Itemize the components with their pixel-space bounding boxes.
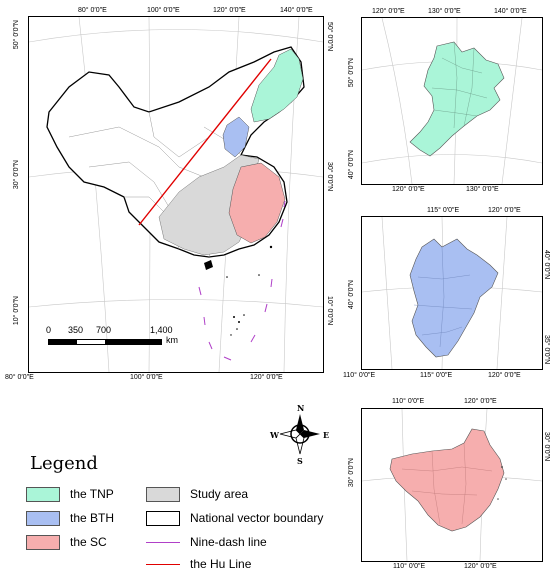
legend-item-nine-dash: Nine-dash line <box>146 533 267 551</box>
sc-shape <box>389 428 505 532</box>
main-top-tick-4: 140° 0′0″E <box>280 7 313 14</box>
scale-bar-segments <box>48 339 162 345</box>
bth-top-tick-1: 115° 0′0″E <box>427 207 460 214</box>
inset-bth-canvas <box>362 217 542 369</box>
nine-dash-line <box>198 200 286 361</box>
main-bottom-tick-1: 80° 0′0″E <box>5 374 34 381</box>
scale-label-0: 0 <box>46 325 52 335</box>
tnp-left-tick-2: 40° 0′0″N <box>348 150 355 180</box>
sc-left-tick-1: 30° 0′0″N <box>348 458 355 488</box>
inset-tnp[interactable] <box>361 17 543 185</box>
hu-line <box>138 58 272 226</box>
main-bottom-tick-3: 120° 0′0″E <box>250 374 283 381</box>
bth-left-tick-1: 40° 0′0″N <box>348 280 355 310</box>
main-map-canvas <box>29 17 323 372</box>
sc-right-tick-1: 30° 0′0″N <box>543 432 550 462</box>
legend-label-nine-dash: Nine-dash line <box>190 535 267 549</box>
sc-bottom-tick-2: 120° 0′0″E <box>464 563 497 570</box>
swatch-tnp <box>26 486 60 502</box>
bth-right-tick-2: 35° 0′0″N <box>543 335 550 365</box>
compass-s: S <box>297 456 303 466</box>
swatch-nine-dash <box>146 535 180 550</box>
main-top-tick-2: 100° 0′0″E <box>147 7 180 14</box>
legend-label-study-area: Study area <box>190 487 249 501</box>
main-right-tick-3: 10° 0′0″N <box>326 296 333 326</box>
legend-label-national-boundary: National vector boundary <box>190 511 324 525</box>
legend-label-sc: the SC <box>70 535 107 549</box>
swatch-bth <box>26 510 60 526</box>
sc-internal-boundaries <box>401 442 493 525</box>
main-left-tick-2: 30° 0′0″N <box>13 160 20 190</box>
sc-coastal-islands <box>497 466 507 500</box>
swatch-national-boundary <box>146 510 180 526</box>
compass-w: W <box>270 430 279 440</box>
tnp-left-tick-1: 50° 0′0″N <box>348 58 355 88</box>
scale-label-1400: 1,400 <box>150 325 173 335</box>
tnp-top-tick-1: 120° 0′0″E <box>372 8 405 15</box>
bth-bottom-tick-3: 120° 0′0″E <box>488 372 521 379</box>
legend-item-sc: the SC <box>26 533 107 551</box>
tnp-top-tick-2: 130° 0′0″E <box>428 8 461 15</box>
inset-sc[interactable] <box>361 408 543 562</box>
scale-bar: 0 350 700 1,400 km <box>46 326 196 350</box>
legend-item-bth: the BTH <box>26 509 114 527</box>
legend-label-tnp: the TNP <box>70 487 114 501</box>
main-left-tick-3: 10° 0′0″N <box>13 296 20 326</box>
tnp-bottom-tick-1: 120° 0′0″E <box>392 186 425 193</box>
tnp-internal-boundaries <box>431 41 488 129</box>
compass-rose-icon <box>279 414 320 455</box>
compass-e: E <box>323 430 330 440</box>
scale-unit: km <box>166 335 178 345</box>
legend-item-national-boundary: National vector boundary <box>146 509 323 527</box>
bth-top-tick-2: 120° 0′0″E <box>488 207 521 214</box>
region-bth <box>222 116 250 158</box>
islands <box>204 245 273 336</box>
region-sc <box>228 162 286 244</box>
inset-sc-canvas <box>362 409 542 561</box>
legend: Legend the TNP Study area the BTH Nation… <box>26 445 346 575</box>
legend-label-hu-line: the Hu Line <box>190 557 252 571</box>
main-bottom-tick-2: 100° 0′0″E <box>130 374 163 381</box>
main-map[interactable]: 0 350 700 1,400 km <box>28 16 324 373</box>
bth-bottom-tick-1: 110° 0′0″E <box>343 372 376 379</box>
sc-top-tick-1: 110° 0′0″E <box>392 398 425 405</box>
tnp-shape <box>409 41 505 157</box>
main-left-tick-1: 50° 0′0″N <box>13 20 20 50</box>
scale-label-350: 350 <box>68 325 84 335</box>
tnp-bottom-tick-2: 130° 0′0″E <box>466 186 499 193</box>
sc-bottom-tick-1: 110° 0′0″E <box>393 563 426 570</box>
scale-label-700: 700 <box>96 325 112 335</box>
north-arrow: N S W E <box>268 402 332 466</box>
tnp-top-tick-3: 140° 0′0″E <box>494 8 527 15</box>
legend-item-hu-line: the Hu Line <box>146 555 251 573</box>
bth-shape <box>409 238 499 358</box>
bth-right-tick-1: 40° 0′0″N <box>543 250 550 280</box>
inset-tnp-canvas <box>362 18 542 184</box>
region-tnp <box>250 48 304 123</box>
main-right-tick-1: 50° 0′0″N <box>326 22 333 52</box>
main-top-tick-3: 120° 0′0″E <box>213 7 246 14</box>
bth-internal-boundaries <box>413 246 473 348</box>
compass-n: N <box>297 403 305 413</box>
inset-bth[interactable] <box>361 216 543 370</box>
main-right-tick-2: 30° 0′0″N <box>326 162 333 192</box>
swatch-hu-line <box>146 557 180 572</box>
legend-item-tnp: the TNP <box>26 485 114 503</box>
sc-top-tick-2: 120° 0′0″E <box>464 398 497 405</box>
swatch-study-area <box>146 486 180 502</box>
legend-label-bth: the BTH <box>70 511 115 525</box>
bth-bottom-tick-2: 115° 0′0″E <box>420 372 453 379</box>
legend-title: Legend <box>30 453 98 474</box>
legend-item-study-area: Study area <box>146 485 248 503</box>
swatch-sc <box>26 534 60 550</box>
main-top-tick-1: 80° 0′0″E <box>78 7 107 14</box>
